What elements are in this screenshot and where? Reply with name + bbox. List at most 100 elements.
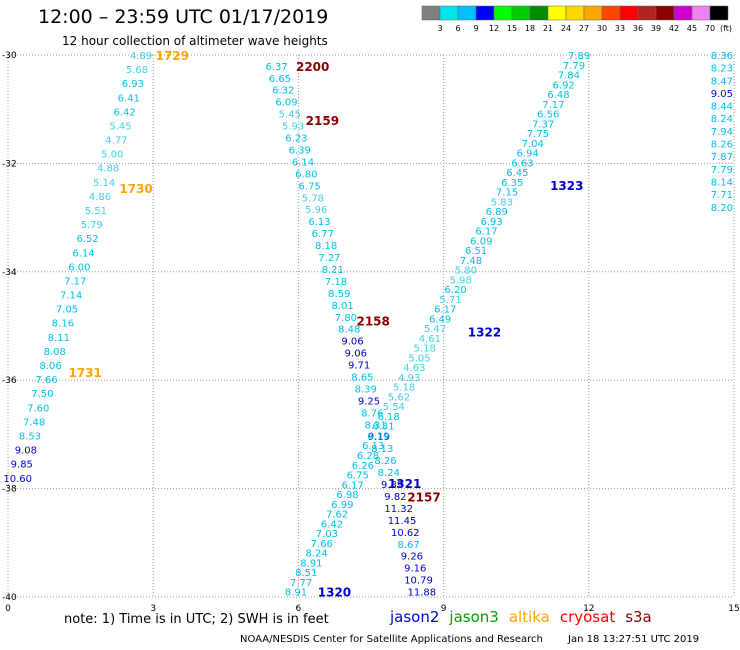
swh-point-label: 9.06 — [345, 349, 367, 360]
swh-point-label: 8.13 — [371, 444, 393, 455]
satellite-name: altika — [508, 608, 550, 626]
swh-point-label: 5.96 — [305, 205, 327, 216]
swh-point-label: 7.80 — [335, 313, 357, 324]
swh-point-label: 8.08 — [44, 347, 66, 358]
swh-point-label: 5.93 — [282, 122, 304, 133]
swh-point-label: 6.35 — [501, 178, 523, 189]
colorbar-label: 36 — [633, 24, 643, 33]
colorbar-label: 70 — [705, 24, 715, 33]
satellite-legend: jason2 jason3 altika cryosat s3a — [390, 608, 662, 626]
swh-point-label: 5.45 — [279, 110, 301, 121]
x-tick-label: 0 — [5, 604, 11, 614]
swh-point-label: 7.87 — [711, 152, 733, 163]
swh-point-label: 8.76 — [361, 408, 383, 419]
swh-point-label: 4.61 — [419, 334, 441, 345]
swh-point-label: 7.03 — [316, 529, 338, 540]
colorbar-swatch — [493, 5, 513, 21]
swh-point-label: 9.06 — [341, 337, 363, 348]
swh-point-label: 8.36 — [711, 51, 733, 62]
colorbar-label: 42 — [669, 24, 679, 33]
swh-point-label: 6.51 — [465, 246, 487, 257]
swh-point-label: 6.32 — [272, 86, 294, 97]
swh-point-label: 9.85 — [11, 460, 33, 471]
swh-point-label: 8.06 — [39, 361, 61, 372]
swh-point-label: 4.89 — [130, 51, 152, 62]
swh-point-label: 11.32 — [384, 504, 413, 515]
swh-point-label: 7.18 — [325, 277, 347, 288]
swh-point-label: 6.77 — [312, 229, 334, 240]
x-tick-label: 6 — [296, 604, 302, 614]
swh-point-label: 6.13 — [362, 441, 384, 452]
swh-point-label: 8.51 — [295, 568, 317, 579]
colorbar-swatch — [421, 5, 441, 21]
y-tick-label: -38 — [2, 485, 17, 495]
colorbar-label: 6 — [455, 24, 460, 33]
colorbar-label: 12 — [489, 24, 499, 33]
swh-point-label: 6.49 — [429, 314, 451, 325]
swh-point-label: 6.94 — [517, 149, 539, 160]
swh-point-label: 6.19 — [367, 431, 389, 442]
swh-point-label: 8.14 — [711, 177, 733, 188]
swh-point-label: 5.78 — [302, 193, 324, 204]
swh-point-label: 6.41 — [118, 93, 140, 104]
swh-point-label: 6.93 — [122, 79, 144, 90]
colorbar-swatch — [565, 5, 585, 21]
swh-point-label: 10.79 — [404, 576, 433, 587]
swh-point-label: 9.71 — [348, 361, 370, 372]
x-tick-label: 15 — [728, 604, 739, 614]
swh-point-label: 8.16 — [52, 319, 74, 330]
swh-point-label: 6.48 — [547, 90, 569, 101]
swh-point-label: 6.37 — [265, 62, 287, 73]
colorbar-swatch — [439, 5, 459, 21]
satellite-name: cryosat — [559, 608, 616, 626]
colorbar-label: 24 — [561, 24, 571, 33]
pass-label: 2200 — [296, 60, 329, 74]
swh-point-label: 5.18 — [393, 383, 415, 394]
colorbar-swatch — [709, 5, 729, 21]
swh-point-label: 8.20 — [711, 203, 733, 214]
swh-point-label: 9.08 — [15, 446, 37, 457]
colorbar-swatch — [601, 5, 621, 21]
swh-point-label: 7.48 — [23, 417, 45, 428]
swh-point-label: 5.68 — [126, 65, 148, 76]
swh-point-label: 7.79 — [711, 165, 733, 176]
swh-point-label: 7.66 — [311, 539, 333, 550]
swh-point-label: 8.01 — [331, 301, 353, 312]
swh-point-label: 6.45 — [506, 168, 528, 179]
colorbar-swatch — [673, 5, 693, 21]
swh-point-label: 8.24 — [378, 468, 400, 479]
swh-point-label: 7.77 — [290, 578, 312, 589]
swh-point-label: 8.26 — [374, 456, 396, 467]
swh-point-label: 6.17 — [475, 227, 497, 238]
pass-label: 1731 — [69, 366, 102, 380]
swh-point-label: 7.50 — [31, 389, 53, 400]
swh-point-label: 9.26 — [401, 552, 423, 563]
colorbar-label: 45 — [687, 24, 697, 33]
swh-point-label: 7.17 — [542, 100, 564, 111]
swh-point-label: 6.65 — [269, 74, 291, 85]
colorbar-swatch — [475, 5, 495, 21]
swh-point-label: 7.17 — [64, 276, 86, 287]
swh-point-label: 7.14 — [60, 291, 82, 302]
pass-label: 1320 — [318, 586, 351, 600]
swh-point-label: 8.21 — [322, 265, 344, 276]
swh-point-label: 5.47 — [424, 324, 446, 335]
swh-point-label: 7.75 — [527, 129, 549, 140]
swh-point-label: 6.26 — [352, 461, 374, 472]
satellite-name: jason3 — [449, 608, 499, 626]
swh-point-label: 9.05 — [711, 89, 733, 100]
satellite-name: jason2 — [390, 608, 440, 626]
swh-point-label: 6.63 — [511, 158, 533, 169]
swh-point-label: 6.00 — [68, 262, 90, 273]
swh-point-label: 8.31 — [364, 420, 386, 431]
colorbar-label: 18 — [525, 24, 535, 33]
swh-point-label: 7.94 — [711, 127, 733, 138]
footer: NOAA/NESDIS Center for Satellite Applica… — [240, 634, 721, 645]
colorbar-swatch — [529, 5, 549, 21]
swh-point-label: 5.71 — [439, 295, 461, 306]
y-tick-label: -40 — [2, 593, 17, 603]
swh-point-label: 9.25 — [358, 396, 380, 407]
colorbar-label: 9 — [473, 24, 478, 33]
swh-point-label: 8.47 — [711, 76, 733, 87]
swh-point-label: 5.83 — [491, 197, 513, 208]
